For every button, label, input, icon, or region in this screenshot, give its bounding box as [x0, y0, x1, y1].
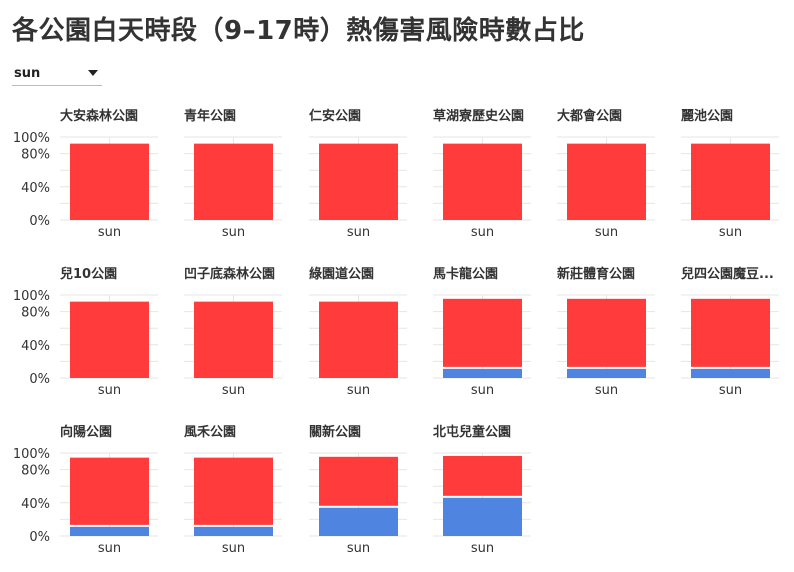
page-title: 各公園白天時段（9–17時）熱傷害風險時數占比 [12, 16, 585, 46]
facet-title: 草湖寮歷史公園 [433, 108, 524, 124]
y-tick-label: 80% [21, 306, 50, 321]
facet-title: 大都會公園 [557, 108, 622, 124]
series-dropdown[interactable]: sun [12, 62, 102, 86]
x-tick-label: sun [471, 541, 494, 556]
bar-high-risk [567, 298, 646, 367]
facet-panel: 麗池公園 sun [681, 108, 779, 240]
facet-panel: 仁安公園 sun [309, 108, 407, 240]
y-tick-label: 40% [21, 181, 50, 196]
bar-low-risk [319, 507, 398, 536]
facet-panel: 凹子底森林公園 sun [184, 266, 282, 398]
bar-low-risk [443, 368, 522, 378]
facet-panel: 關新公園 sun [309, 424, 407, 556]
facet-title: 仁安公園 [309, 108, 361, 124]
y-tick-label: 0% [29, 530, 50, 545]
bar-high-risk [691, 298, 770, 367]
facet-title: 麗池公園 [681, 108, 733, 124]
x-tick-label: sun [347, 541, 370, 556]
facet-panel: 向陽公園 sun 0% 40% 80% 100% [13, 424, 158, 556]
bar-high-risk [319, 143, 398, 220]
bar-low-risk [443, 497, 522, 536]
facet-title: 青年公園 [184, 108, 236, 124]
facet-panel: 兒四公園魔豆... sun [681, 266, 779, 398]
facet-panel: 新莊體育公園 sun [557, 266, 655, 398]
facet-title: 馬卡龍公園 [433, 266, 498, 282]
facet-panel: 大安森林公園 sun 0% 40% 80% 100% [13, 108, 158, 240]
x-tick-label: sun [98, 225, 121, 240]
facet-panel: 風禾公園 sun [184, 424, 282, 556]
facet-panel: 草湖寮歷史公園 sun [433, 108, 531, 240]
facet-title: 新莊體育公園 [557, 266, 635, 282]
bar-low-risk [567, 368, 646, 378]
dropdown-value: sun [14, 66, 41, 81]
bar-high-risk [443, 298, 522, 367]
y-tick-label: 40% [21, 339, 50, 354]
facet-title: 關新公園 [309, 424, 361, 440]
bar-high-risk [319, 301, 398, 378]
chevron-down-icon [88, 70, 98, 76]
y-tick-label: 40% [21, 497, 50, 512]
bar-high-risk [194, 301, 273, 378]
bar-high-risk [319, 456, 398, 506]
x-tick-label: sun [347, 225, 370, 240]
x-tick-label: sun [471, 383, 494, 398]
facet-title: 大安森林公園 [60, 108, 138, 124]
x-tick-label: sun [98, 383, 121, 398]
x-tick-label: sun [595, 225, 618, 240]
y-tick-label: 100% [13, 447, 50, 462]
facet-panel: 綠園道公園 sun [309, 266, 407, 398]
bar-high-risk [691, 143, 770, 220]
x-tick-label: sun [595, 383, 618, 398]
bar-low-risk [70, 526, 149, 536]
y-tick-label: 0% [29, 372, 50, 387]
facet-title: 兒四公園魔豆... [681, 266, 774, 282]
facet-panel: 大都會公園 sun [557, 108, 655, 240]
bar-high-risk [70, 457, 149, 525]
x-tick-label: sun [719, 225, 742, 240]
x-tick-label: sun [347, 383, 370, 398]
x-tick-label: sun [222, 225, 245, 240]
facet-title: 兒10公園 [60, 266, 117, 282]
x-tick-label: sun [222, 383, 245, 398]
facet-panel: 青年公園 sun [184, 108, 282, 240]
facet-panel: 北屯兒童公園 sun [433, 424, 531, 556]
y-tick-label: 100% [13, 289, 50, 304]
facet-panel: 馬卡龍公園 sun [433, 266, 531, 398]
bar-high-risk [194, 143, 273, 220]
y-tick-label: 100% [13, 131, 50, 146]
bar-high-risk [443, 143, 522, 220]
x-tick-label: sun [719, 383, 742, 398]
facet-title: 北屯兒童公園 [433, 424, 511, 440]
y-tick-label: 80% [21, 464, 50, 479]
bar-high-risk [443, 455, 522, 496]
facet-title: 風禾公園 [184, 424, 236, 440]
facet-title: 凹子底森林公園 [184, 266, 275, 282]
bar-high-risk [70, 301, 149, 378]
x-tick-label: sun [98, 541, 121, 556]
facet-panel: 兒10公園 sun 0% 40% 80% 100% [13, 266, 158, 398]
bar-low-risk [194, 526, 273, 536]
facet-title: 綠園道公園 [309, 266, 374, 282]
x-tick-label: sun [471, 225, 494, 240]
bar-high-risk [194, 457, 273, 525]
bar-high-risk [567, 143, 646, 220]
bar-low-risk [691, 368, 770, 378]
facet-title: 向陽公園 [60, 424, 112, 440]
x-tick-label: sun [222, 541, 245, 556]
y-tick-label: 0% [29, 214, 50, 229]
bar-high-risk [70, 143, 149, 220]
y-tick-label: 80% [21, 148, 50, 163]
